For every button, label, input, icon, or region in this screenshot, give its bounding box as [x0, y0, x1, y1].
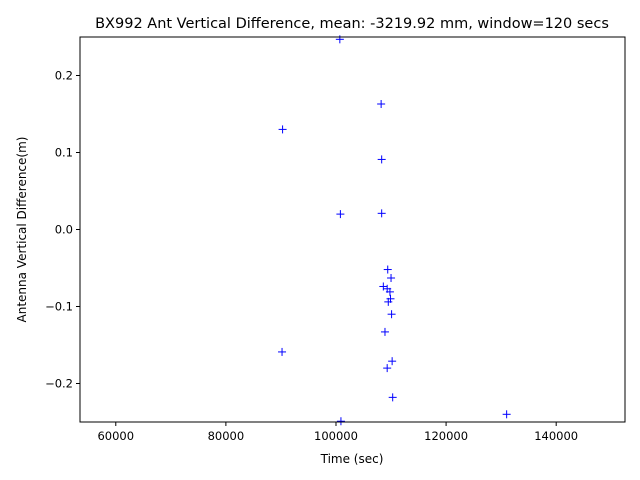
data-point [278, 125, 287, 134]
data-point [387, 274, 396, 283]
y-tick-label: −0.2 [45, 377, 73, 391]
data-point [380, 327, 389, 336]
x-tick-label: 100000 [314, 429, 358, 443]
y-axis-ticks: −0.2 −0.1 0.0 0.1 0.2 [45, 69, 80, 391]
data-point [388, 393, 397, 402]
data-point [336, 210, 345, 219]
y-tick-label: 0.0 [55, 223, 73, 237]
x-axis-ticks: 60000 80000 100000 120000 140000 [97, 422, 578, 443]
y-tick-label: 0.2 [55, 69, 73, 83]
x-axis-label: Time (sec) [320, 452, 384, 466]
x-tick-label: 60000 [97, 429, 134, 443]
x-tick-label: 140000 [534, 429, 578, 443]
data-point [377, 209, 386, 218]
plot-points [278, 35, 511, 426]
data-point [278, 347, 287, 356]
data-point [502, 410, 511, 419]
x-tick-label: 120000 [424, 429, 468, 443]
y-tick-label: −0.1 [45, 300, 73, 314]
data-point [377, 99, 386, 108]
data-point [336, 417, 345, 426]
data-point [385, 287, 394, 296]
y-tick-label: 0.1 [55, 146, 73, 160]
data-point [383, 265, 392, 274]
x-tick-label: 80000 [208, 429, 245, 443]
data-point [383, 364, 392, 373]
chart-title: BX992 Ant Vertical Difference, mean: -32… [95, 16, 609, 32]
y-axis-label: Antenna Vertical Difference(m) [15, 137, 29, 323]
data-point [388, 357, 397, 366]
data-point [386, 294, 395, 303]
data-point [377, 155, 386, 164]
data-point [387, 310, 396, 319]
